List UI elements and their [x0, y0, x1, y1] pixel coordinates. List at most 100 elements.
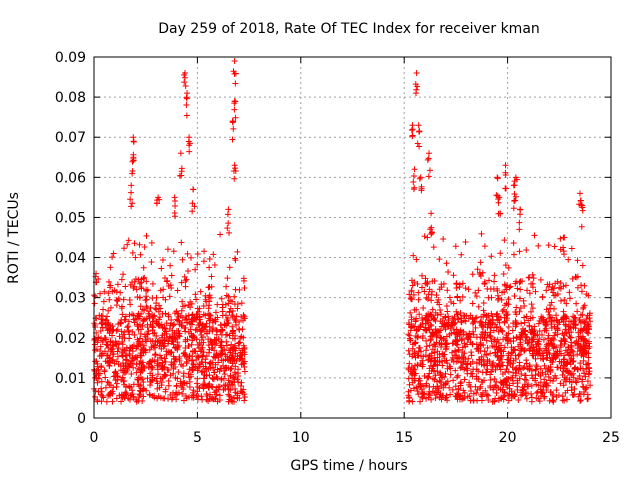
data-point: [135, 315, 142, 322]
data-point: [448, 330, 455, 337]
data-point: [233, 322, 240, 329]
data-point: [139, 306, 146, 313]
data-point: [409, 282, 416, 289]
data-point: [137, 382, 144, 389]
data-point: [439, 350, 446, 357]
data-point: [426, 150, 433, 157]
data-point: [410, 291, 417, 298]
data-point: [180, 386, 187, 393]
data-point: [452, 347, 459, 354]
data-point: [441, 357, 448, 364]
data-point: [541, 362, 548, 369]
data-point: [539, 355, 546, 362]
data-point: [477, 259, 484, 266]
data-point: [495, 316, 502, 323]
data-point: [94, 379, 101, 386]
data-point: [120, 331, 127, 338]
data-point: [172, 363, 179, 370]
data-point: [145, 310, 152, 317]
data-point: [163, 320, 170, 327]
data-point: [412, 90, 419, 97]
data-point: [551, 243, 558, 250]
data-point: [547, 314, 554, 321]
data-point: [229, 346, 236, 353]
data-point: [523, 247, 530, 254]
data-point: [521, 328, 528, 335]
data-point: [236, 318, 243, 325]
data-point: [579, 378, 586, 385]
data-point: [414, 361, 421, 368]
data-point: [115, 340, 122, 347]
data-point: [505, 296, 512, 303]
data-point: [421, 233, 428, 240]
data-point: [428, 336, 435, 343]
data-point: [241, 351, 248, 358]
data-point: [161, 373, 168, 380]
data-point: [174, 287, 181, 294]
data-point: [186, 353, 193, 360]
data-point: [145, 364, 152, 371]
data-point: [231, 162, 238, 169]
data-point: [501, 318, 508, 325]
data-point: [424, 234, 431, 241]
data-point: [503, 375, 510, 382]
data-point: [537, 372, 544, 379]
data-point: [432, 372, 439, 379]
data-point: [196, 339, 203, 346]
data-point: [161, 340, 168, 347]
data-point: [465, 336, 472, 343]
data-point: [442, 337, 449, 344]
data-point: [218, 295, 225, 302]
data-point: [564, 396, 571, 403]
data-point: [136, 241, 143, 248]
data-point: [175, 342, 182, 349]
data-point: [192, 291, 199, 298]
data-point: [106, 381, 113, 388]
y-tick-label: 0.04: [55, 251, 86, 267]
data-point: [451, 313, 458, 320]
data-point: [551, 305, 558, 312]
data-point: [545, 364, 552, 371]
data-point: [566, 378, 573, 385]
data-point: [434, 368, 441, 375]
data-point: [536, 317, 543, 324]
data-point: [210, 369, 217, 376]
data-point: [101, 348, 108, 355]
data-point: [516, 279, 523, 286]
data-point: [410, 179, 417, 186]
data-point: [559, 393, 566, 400]
data-point: [218, 376, 225, 383]
data-point: [409, 353, 416, 360]
data-point: [110, 384, 117, 391]
data-point: [105, 278, 112, 285]
data-point: [410, 173, 417, 179]
data-point: [150, 324, 157, 331]
data-point: [232, 165, 239, 172]
data-point: [460, 387, 467, 394]
data-point: [229, 136, 236, 143]
data-point: [416, 143, 423, 150]
data-point: [423, 320, 430, 327]
data-point: [99, 324, 106, 331]
data-point: [149, 372, 156, 379]
data-point: [584, 391, 591, 398]
data-point: [521, 303, 528, 310]
data-point: [170, 322, 177, 329]
x-tick-label: 10: [292, 430, 310, 446]
data-point: [130, 157, 137, 164]
data-point: [158, 379, 165, 386]
data-point: [120, 378, 127, 385]
data-point: [164, 246, 171, 253]
data-point: [544, 354, 551, 361]
data-point: [216, 397, 223, 404]
data-point: [531, 323, 538, 330]
data-point: [409, 126, 416, 133]
data-point: [415, 289, 422, 296]
data-point: [231, 369, 238, 376]
data-point: [447, 391, 454, 398]
data-point: [104, 313, 111, 320]
data-point: [473, 334, 480, 341]
data-point: [118, 276, 125, 283]
data-point: [491, 376, 498, 383]
data-point: [490, 327, 497, 334]
